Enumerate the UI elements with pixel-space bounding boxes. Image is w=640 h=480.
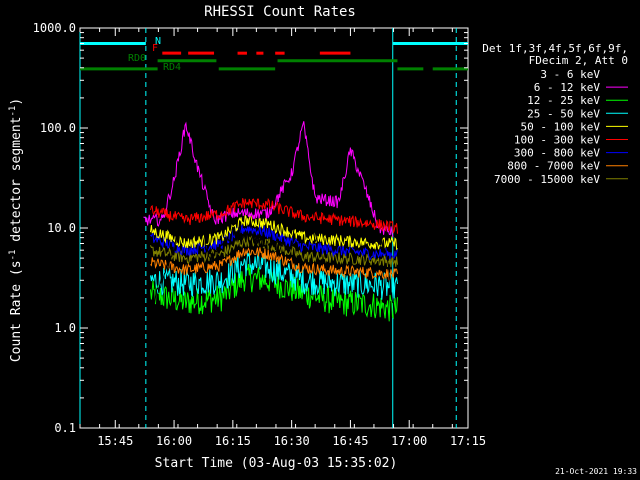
flag-label: F	[152, 43, 158, 54]
series-line	[150, 247, 398, 281]
flag-label: N	[155, 36, 161, 47]
legend-header: FDecim 2, Att 0	[529, 54, 628, 67]
y-axis-label-rest: detector segment	[9, 117, 24, 250]
chart-title: RHESSI Count Rates	[204, 4, 356, 20]
legend-entry-label: 12 - 25 keV	[527, 94, 600, 107]
series-line	[150, 197, 398, 234]
series-line	[143, 121, 394, 238]
series-line	[150, 235, 398, 268]
y-tick-label: 1.0	[54, 321, 76, 335]
legend-header: Det 1f,3f,4f,5f,6f,9f,	[482, 42, 628, 55]
series-line	[150, 252, 398, 302]
legend-entry-label: 50 - 100 keV	[521, 120, 601, 133]
flag-label: RD0	[128, 53, 146, 64]
x-tick-label: 16:00	[156, 434, 192, 448]
legend-entry-label: 6 - 12 keV	[534, 81, 601, 94]
x-tick-label: 17:15	[450, 434, 486, 448]
series-line	[150, 147, 398, 335]
y-tick-label: 10.0	[47, 221, 76, 235]
y-axis-label-sup2: -1	[8, 106, 18, 117]
legend-entry-label: 3 - 6 keV	[540, 68, 600, 81]
x-tick-label: 16:30	[274, 434, 310, 448]
series-lines	[143, 121, 398, 335]
x-tick-label: 15:45	[97, 434, 133, 448]
render-timestamp: 21-Oct-2021 19:33	[555, 467, 637, 476]
legend-entry-label: 25 - 50 keV	[527, 107, 600, 120]
y-axis-label-end: )	[9, 98, 24, 106]
x-tick-label: 17:00	[391, 434, 427, 448]
flag-rows: NF RD0 RD4	[80, 36, 468, 73]
y-axis-label-sup: -1	[8, 250, 18, 261]
legend-entry-label: 100 - 300 keV	[514, 134, 600, 147]
series-line	[150, 214, 398, 251]
y-axis-ticks: 0.1 1.0 10.0 100.0 1000.0	[33, 21, 468, 435]
legend-entry-label: 300 - 800 keV	[514, 147, 600, 160]
series-line	[150, 263, 398, 322]
y-axis-label: Count Rate (s-1 detector segment-1)	[8, 98, 24, 362]
legend: Det 1f,3f,4f,5f,6f,9f,FDecim 2, Att 03 -…	[482, 42, 628, 186]
y-tick-label: 1000.0	[33, 21, 76, 35]
flag-label: RD4	[163, 62, 181, 73]
y-tick-label: 100.0	[40, 121, 76, 135]
x-axis-label: Start Time (03-Aug-03 15:35:02)	[155, 456, 398, 471]
y-tick-label: 0.1	[54, 421, 76, 435]
x-tick-label: 16:15	[215, 434, 251, 448]
legend-entry-label: 7000 - 15000 keV	[494, 173, 600, 186]
legend-entry-label: 800 - 7000 keV	[507, 160, 600, 173]
x-axis-ticks: 15:45 16:00 16:15 16:30 16:45 17:00 17:15	[79, 28, 486, 448]
y-axis-label-main: Count Rate (s	[9, 260, 24, 362]
x-tick-label: 16:45	[332, 434, 368, 448]
series-line	[150, 224, 398, 260]
